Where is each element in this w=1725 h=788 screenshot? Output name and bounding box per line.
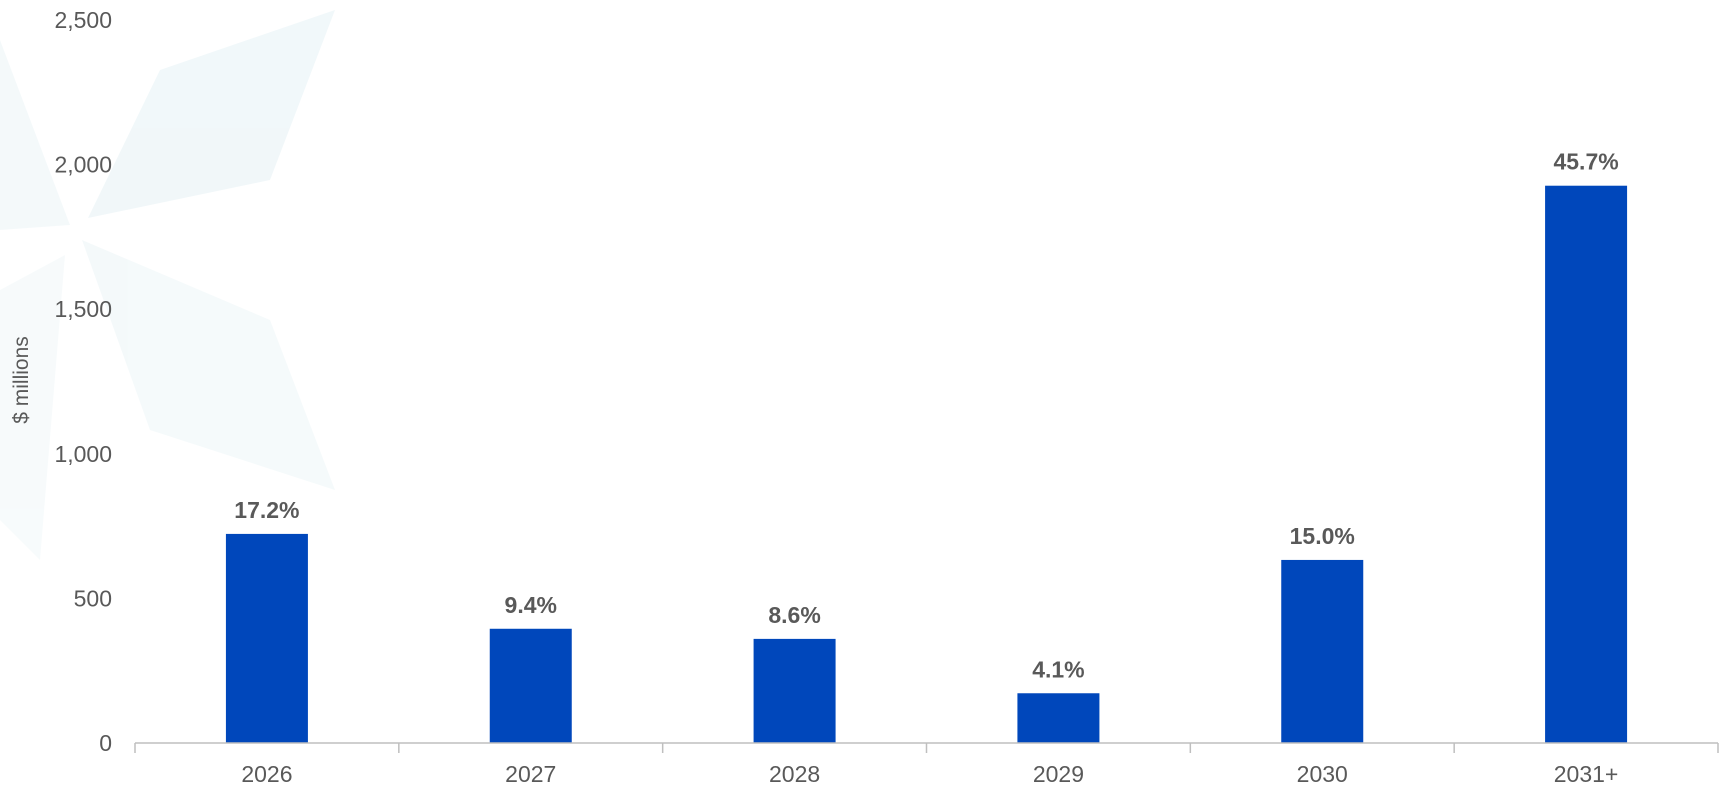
bars: [225, 185, 1628, 743]
data-labels: 17.2% 9.4% 8.6% 4.1% 15.0% 45.7%: [234, 149, 1618, 683]
y-tick-label: 1,500: [54, 296, 112, 322]
background-star-watermark: [0, 10, 335, 560]
x-tick-label: 2027: [505, 761, 556, 787]
y-axis-title: $ millions: [10, 336, 33, 424]
bar: [1281, 559, 1364, 743]
bar-data-label: 8.6%: [768, 602, 820, 628]
y-tick-label: 2,000: [54, 152, 112, 178]
bar-data-label: 17.2%: [234, 497, 299, 523]
x-tick-label: 2026: [241, 761, 292, 787]
bar: [225, 533, 308, 743]
bar: [1017, 693, 1100, 743]
y-tick-label: 0: [99, 730, 112, 756]
bar: [1545, 185, 1628, 743]
y-axis-ticks: 0 500 1,000 1,500 2,000 2,500: [54, 7, 112, 756]
x-tick-label: 2029: [1033, 761, 1084, 787]
x-axis-ticks: 2026 2027 2028 2029 2030 2031+: [134, 743, 1719, 787]
x-tick-label: 2028: [769, 761, 820, 787]
y-tick-label: 2,500: [54, 7, 112, 33]
y-tick-label: 500: [74, 585, 112, 611]
x-tick-label: 2030: [1297, 761, 1348, 787]
bar: [753, 638, 836, 743]
bar-data-label: 45.7%: [1553, 149, 1618, 175]
bar-data-label: 15.0%: [1290, 523, 1355, 549]
bar-data-label: 9.4%: [505, 592, 557, 618]
x-tick-label: 2031+: [1554, 761, 1619, 787]
bar-data-label: 4.1%: [1032, 656, 1084, 682]
y-tick-label: 1,000: [54, 441, 112, 467]
bar: [489, 628, 572, 743]
